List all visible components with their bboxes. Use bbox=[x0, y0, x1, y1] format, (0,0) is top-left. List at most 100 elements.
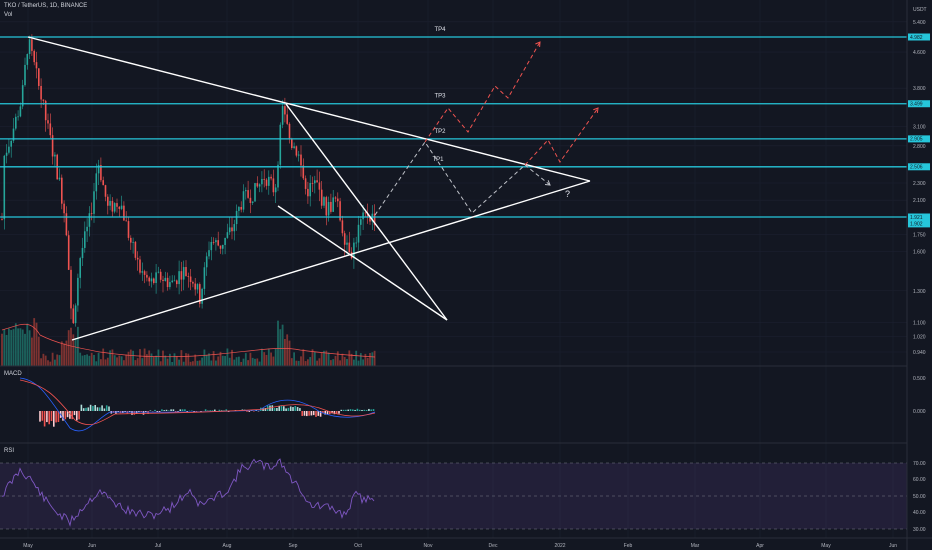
price-tick-label: 3.100 bbox=[913, 125, 926, 131]
candle-body bbox=[47, 120, 49, 124]
volume-bar bbox=[226, 348, 229, 366]
candle-body bbox=[81, 247, 84, 259]
macd-pane: 0.500 0.000 bbox=[0, 376, 926, 444]
macd-histogram-bar bbox=[108, 406, 110, 411]
volume-bar bbox=[277, 320, 279, 366]
macd-histogram-bar bbox=[262, 408, 264, 411]
candle-body bbox=[24, 64, 26, 86]
time-tick-label: 2022 bbox=[554, 543, 565, 549]
volume-bar bbox=[10, 330, 13, 366]
candle-body bbox=[323, 197, 325, 206]
candle-body bbox=[176, 280, 178, 285]
volume-bar bbox=[366, 357, 369, 366]
volume-bar bbox=[359, 353, 362, 366]
macd-histogram-bar bbox=[310, 411, 313, 416]
volume-bar bbox=[311, 349, 314, 366]
candle-body bbox=[54, 154, 56, 157]
tp-label: TP3 bbox=[434, 94, 446, 100]
volume-bar bbox=[40, 358, 42, 366]
candle-body bbox=[136, 257, 139, 260]
candle-body bbox=[33, 50, 35, 63]
trend-line[interactable] bbox=[71, 180, 591, 341]
macd-histogram-bar bbox=[181, 409, 184, 411]
volume-bar bbox=[212, 351, 215, 366]
level-price-tag bbox=[908, 163, 930, 171]
time-tick-label: May bbox=[821, 543, 831, 549]
volume-bar bbox=[175, 355, 178, 366]
volume-bar bbox=[357, 360, 360, 366]
volume-bar bbox=[348, 350, 351, 366]
volume-bar bbox=[194, 354, 197, 366]
candle-body bbox=[146, 274, 148, 278]
volume-bar bbox=[47, 360, 49, 366]
candle-body bbox=[208, 250, 210, 257]
macd-histogram-bar bbox=[365, 409, 368, 411]
trend-line[interactable] bbox=[285, 103, 448, 321]
candle-body bbox=[307, 188, 309, 197]
volume-bar bbox=[256, 358, 259, 366]
candle-body bbox=[70, 269, 72, 309]
currency-label: USDT bbox=[913, 7, 927, 13]
volume-bar bbox=[263, 352, 266, 366]
candle-body bbox=[8, 146, 10, 153]
volume-bar bbox=[297, 360, 300, 366]
volume-bar bbox=[3, 329, 6, 366]
candle-body bbox=[155, 272, 157, 283]
candle-body bbox=[143, 271, 146, 275]
macd-histogram-bar bbox=[322, 411, 324, 414]
volume-bar bbox=[19, 328, 22, 366]
time-tick-label: Sep bbox=[289, 543, 298, 549]
candle-body bbox=[107, 196, 109, 206]
grid bbox=[0, 0, 907, 538]
volume-bar bbox=[79, 352, 82, 366]
macd-histogram-bar bbox=[340, 409, 343, 411]
macd-histogram-bar bbox=[289, 406, 292, 411]
macd-histogram-bar bbox=[101, 405, 103, 411]
macd-histogram-bar bbox=[326, 411, 329, 415]
macd-histogram-bar bbox=[225, 409, 228, 411]
time-axis[interactable]: May Jun Jul Aug Sep Oct Nov Dec 2022 Feb Mar Apr May… bbox=[0, 537, 932, 549]
last-price-tag-text: 1.902 bbox=[910, 222, 923, 228]
volume-bar bbox=[286, 334, 289, 366]
projection-path[interactable] bbox=[424, 41, 541, 143]
tp-label: TP2 bbox=[434, 129, 446, 135]
trend-line[interactable] bbox=[27, 36, 591, 182]
volume-bar bbox=[58, 355, 61, 366]
projection-path[interactable] bbox=[524, 107, 599, 166]
trend-line[interactable] bbox=[277, 205, 448, 321]
volume-bar bbox=[371, 352, 374, 366]
volume-bar bbox=[187, 353, 190, 366]
horizontal-levels[interactable]: 4.982 TP4 3.499 TP3 2.905 TP2 2.506 TP1 1.9211.9… bbox=[0, 27, 930, 228]
macd-histogram-bar bbox=[170, 409, 172, 411]
volume-bar bbox=[118, 355, 121, 366]
volume-bar bbox=[284, 338, 286, 366]
volume-bar bbox=[224, 355, 226, 366]
candle-body bbox=[286, 114, 288, 124]
time-tick-label: May bbox=[23, 543, 33, 549]
price-tick-label: 1.750 bbox=[913, 233, 926, 239]
candle-body bbox=[277, 164, 279, 188]
projection-path[interactable] bbox=[374, 141, 551, 216]
price-axis[interactable]: 5.400 4.600 3.800 3.100 2.800 2.300 2.100 1.750… bbox=[906, 0, 927, 550]
volume-bars bbox=[0, 318, 907, 367]
trend-drawings[interactable] bbox=[27, 36, 599, 341]
candle-body bbox=[65, 213, 68, 236]
candle-body bbox=[203, 267, 206, 289]
macd-histogram-bar bbox=[218, 409, 221, 411]
volume-bar bbox=[70, 327, 72, 366]
volume-bar bbox=[242, 358, 245, 366]
time-tick-label: Jun bbox=[88, 543, 96, 549]
symbol-title[interactable]: TKO / TetherUS, 1D, BINANCE bbox=[4, 3, 88, 9]
macd-label: MACD bbox=[4, 371, 22, 377]
candle-body bbox=[231, 227, 233, 232]
candle-body bbox=[334, 197, 337, 199]
volume-bar bbox=[33, 318, 36, 366]
candle-body bbox=[93, 191, 95, 214]
macd-histogram-bar bbox=[89, 404, 92, 411]
candle-body bbox=[72, 308, 75, 324]
candle-body bbox=[284, 106, 286, 115]
candle-body bbox=[118, 206, 121, 209]
macd-histogram-bar bbox=[354, 409, 356, 411]
macd-histogram-bar bbox=[292, 407, 294, 411]
